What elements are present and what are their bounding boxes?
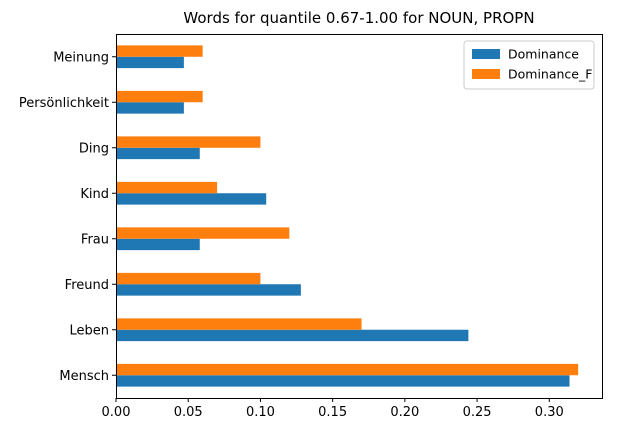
x-tick-label: 0.25 (463, 405, 492, 420)
legend-swatch-dominance-f (472, 69, 500, 79)
bar-dominance-6 (116, 102, 184, 114)
bar-dominance-f-6 (116, 90, 203, 103)
y-tick-label: Mensch (59, 369, 109, 384)
bar-dominance-f-5 (116, 136, 261, 148)
x-tick-label: 0.20 (390, 405, 419, 420)
plot-frame (116, 34, 603, 399)
legend-label-dominance-f: Dominance_F (508, 67, 592, 82)
bar-dominance-f-0 (116, 363, 579, 376)
bar-dominance-5 (116, 147, 200, 160)
x-tick-label: 0.10 (246, 405, 275, 420)
y-tick-label: Leben (69, 323, 109, 338)
y-tick-label: Meinung (53, 50, 109, 65)
y-axis-ticks: Mensch Leben Freund Frau Kind Ding Persönlichk… (19, 50, 116, 384)
y-tick-label: Frau (81, 232, 109, 247)
y-tick-label: Persönlichkeit (19, 96, 109, 111)
x-tick-label: 0.05 (174, 405, 203, 420)
bar-dominance-1 (116, 329, 469, 342)
bar-dominance-f-1 (116, 318, 362, 330)
bar-dominance-0 (116, 375, 570, 387)
bar-dominance-7 (116, 56, 184, 69)
bar-dominance-f-2 (116, 272, 261, 285)
y-tick-label: Ding (79, 141, 109, 156)
bar-dominance-f-4 (116, 181, 218, 194)
y-tick-label: Freund (65, 278, 109, 293)
bar-dominance-4 (116, 193, 267, 205)
x-tick-label: 0.15 (318, 405, 347, 420)
bars (116, 45, 579, 387)
x-tick-label: 0.00 (102, 405, 131, 420)
legend-swatch-dominance (472, 49, 500, 59)
bar-dominance-2 (116, 284, 301, 296)
chart-title: Words for quantile 0.67-1.00 for NOUN, P… (183, 9, 534, 27)
legend: Dominance Dominance_F (463, 40, 595, 90)
bar-dominance-f-7 (116, 45, 203, 57)
bar-dominance-f-3 (116, 227, 290, 239)
legend-label-dominance: Dominance (508, 47, 579, 62)
x-axis-ticks: 0.00 0.05 0.10 0.15 0.20 0.25 0.30 (102, 398, 564, 420)
y-tick-label: Kind (80, 187, 109, 202)
bar-dominance-3 (116, 238, 200, 251)
x-tick-label: 0.30 (535, 405, 564, 420)
